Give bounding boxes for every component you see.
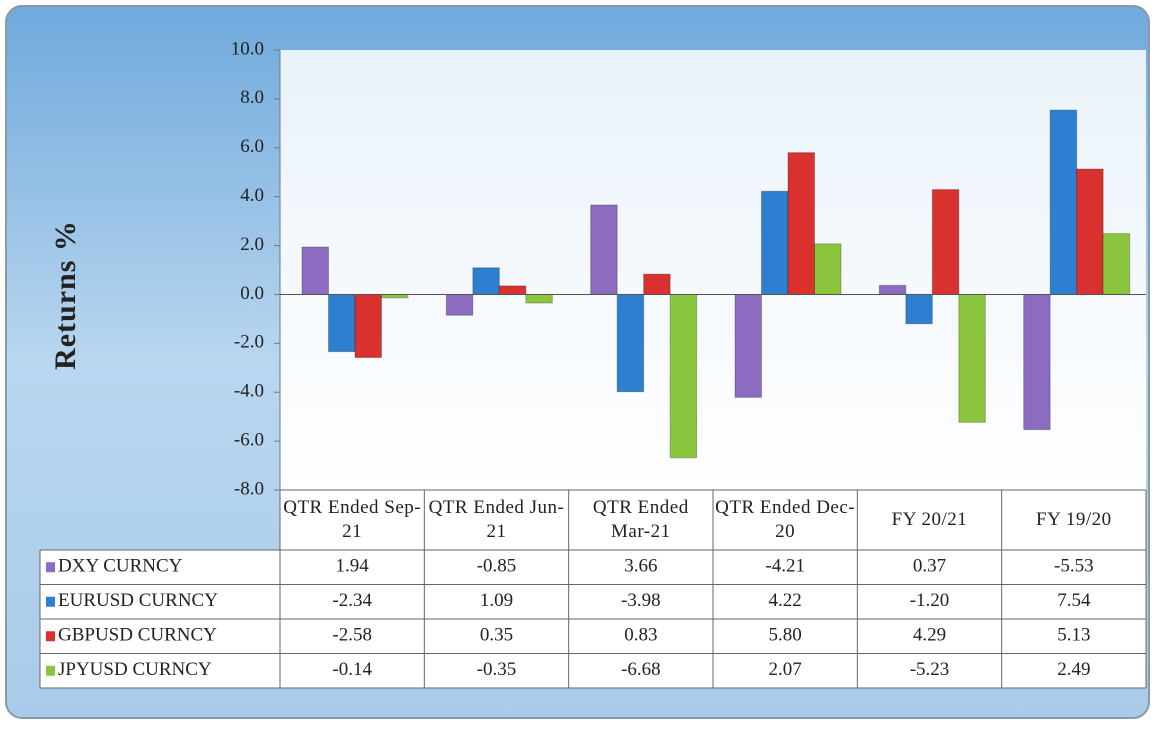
bar: [931, 189, 960, 295]
bar: [590, 204, 618, 295]
bar: [958, 293, 986, 423]
x-tick-label: QTR Ended Mar-21: [592, 497, 689, 542]
bar: [1076, 168, 1104, 295]
legend-label: DXY CURNCY: [58, 556, 183, 577]
y-tick-label: 8.0: [240, 87, 264, 108]
y-tick-label: -4.0: [234, 381, 264, 402]
y-tick-label: -2.0: [234, 332, 264, 353]
bar: [1023, 293, 1051, 431]
x-tick-label: QTR Ended Dec-20: [715, 497, 856, 542]
bar: [328, 293, 356, 353]
bar: [761, 190, 789, 295]
category-cell: QTR Ended Dec-20: [715, 497, 856, 542]
data-label: 3.66: [624, 556, 657, 577]
bar: [643, 273, 671, 295]
data-label: -3.98: [621, 590, 661, 611]
y-tick-label: 0.0: [240, 283, 264, 304]
bar: [301, 246, 329, 295]
bar: [814, 243, 842, 295]
bar: [878, 284, 907, 295]
legend-swatch: [46, 596, 55, 607]
y-axis-label: Returns %: [49, 220, 82, 370]
bar: [525, 293, 553, 304]
plot-area: [280, 50, 1146, 490]
data-label: -2.34: [332, 590, 372, 611]
bar: [381, 293, 409, 299]
bar: [669, 293, 698, 459]
legend-swatch: [46, 631, 55, 642]
bar: [445, 293, 474, 316]
data-label: -6.68: [621, 659, 661, 680]
x-tick-label: QTR Ended Sep-21: [283, 497, 422, 542]
y-tick-label: -8.0: [234, 478, 264, 499]
legend-swatch: [46, 665, 55, 676]
data-label: 5.13: [1057, 625, 1090, 646]
x-tick-label: FY 19/20: [1036, 509, 1112, 531]
data-label: 0.83: [624, 625, 657, 646]
y-tick-label: 4.0: [240, 185, 264, 206]
category-cell: QTR Ended Sep-21: [283, 497, 422, 542]
category-cell: QTR Ended Jun-21: [428, 497, 565, 542]
bar: [616, 293, 645, 393]
bar: [498, 285, 527, 295]
y-tick-label: 10.0: [231, 38, 264, 59]
y-tick-label: 6.0: [240, 136, 264, 157]
bar: [354, 293, 382, 359]
data-label: 5.80: [769, 625, 802, 646]
bar: [905, 293, 933, 325]
data-label: -5.53: [1054, 556, 1094, 577]
legend-label: GBPUSD CURNCY: [58, 625, 217, 646]
bar: [787, 152, 815, 295]
data-label: 0.37: [913, 556, 946, 577]
data-label: 1.09: [480, 590, 513, 611]
legend-label: EURUSD CURNCY: [58, 590, 218, 611]
data-label: -2.58: [332, 625, 372, 646]
data-label: -0.14: [332, 659, 372, 680]
data-label: 1.94: [336, 556, 370, 577]
data-label: -0.35: [477, 659, 517, 680]
category-cell: QTR Ended Mar-21: [592, 497, 689, 542]
data-label: 4.29: [913, 625, 946, 646]
data-label: -5.23: [910, 659, 950, 680]
legend-swatch: [46, 562, 55, 573]
category-cell: FY 19/20: [1036, 509, 1112, 531]
bar: [1102, 233, 1131, 295]
data-label: -4.21: [765, 556, 805, 577]
y-tick-label: 2.0: [240, 234, 264, 255]
legend-label: JPYUSD CURNCY: [58, 659, 212, 680]
data-label: 0.35: [480, 625, 513, 646]
data-label: 2.49: [1057, 659, 1090, 680]
data-label: -0.85: [477, 556, 517, 577]
y-tick-label: -6.0: [234, 429, 264, 450]
bar: [734, 293, 762, 398]
bar: [472, 267, 500, 295]
bar: [1049, 109, 1078, 295]
category-cell: FY 20/21: [891, 509, 968, 531]
data-label: 7.54: [1057, 590, 1091, 611]
data-label: 4.22: [769, 590, 802, 611]
data-label: -1.20: [910, 590, 950, 611]
x-tick-label: QTR Ended Jun-21: [428, 497, 565, 542]
x-tick-label: FY 20/21: [891, 509, 968, 531]
data-label: 2.07: [769, 659, 802, 680]
